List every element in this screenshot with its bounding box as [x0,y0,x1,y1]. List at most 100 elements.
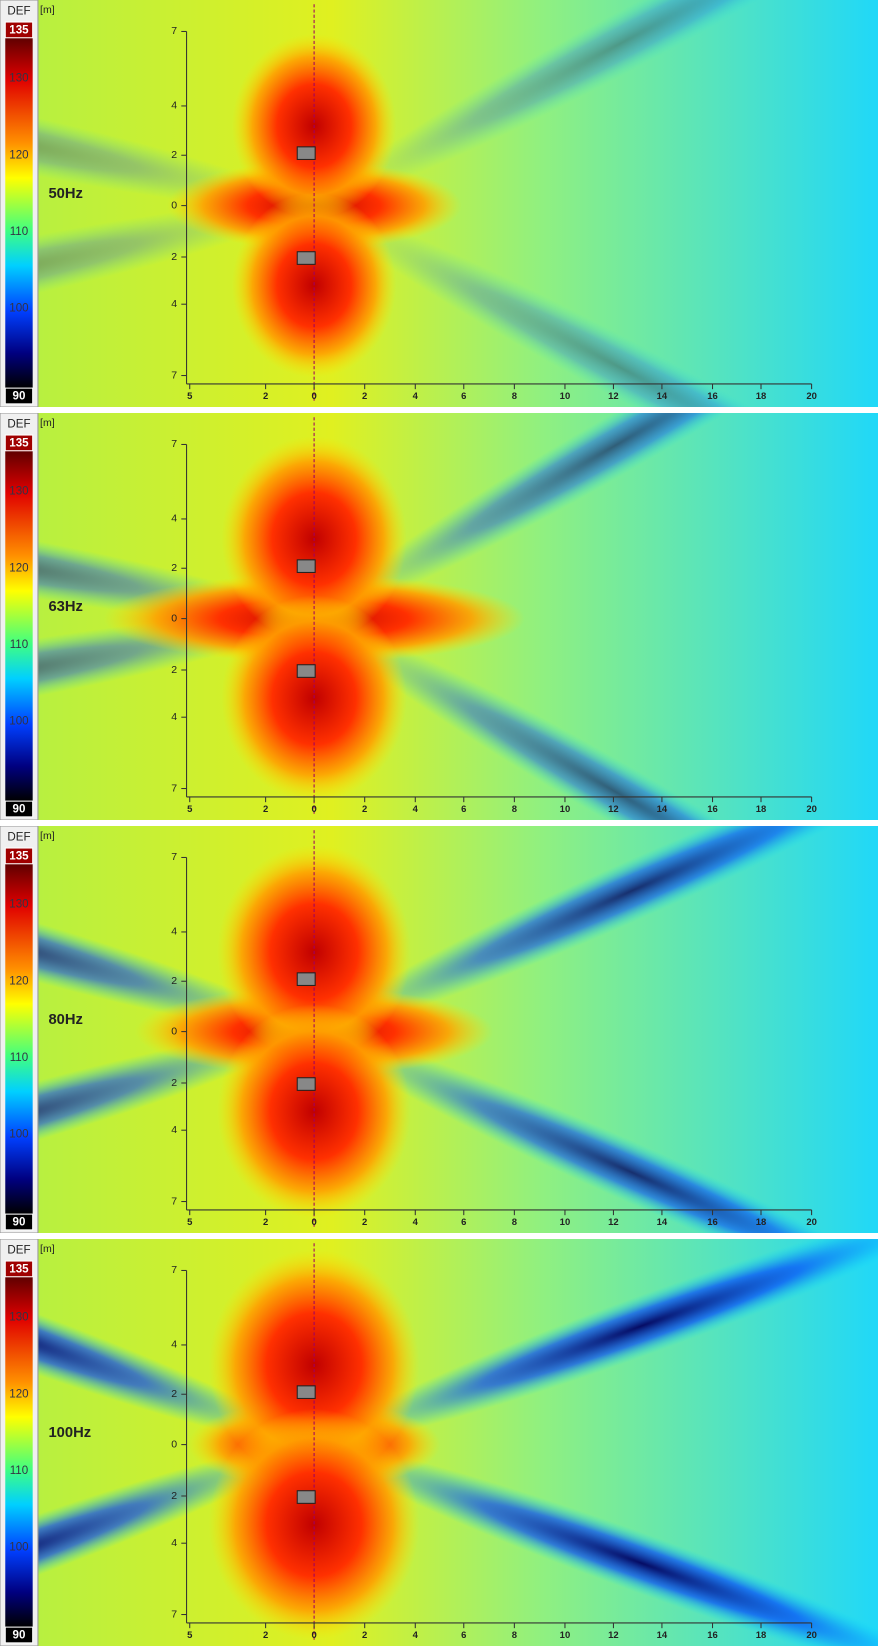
colorbar-max-box [4,847,34,865]
x-tick-label: 2 [362,391,367,402]
y-tick-label: 4 [171,1339,177,1351]
x-tick-label: 18 [756,1630,767,1641]
null-band [323,826,878,1030]
colorbar [5,863,33,1215]
x-tick-label: 20 [806,804,817,815]
x-tick-label: 16 [707,1217,718,1228]
x-tick-label: 12 [608,804,619,815]
y-tick-label: 7 [171,25,177,37]
x-tick-label: 5 [187,1217,192,1228]
x-tick-label: 8 [512,1630,517,1641]
null-band [0,839,305,1033]
y-tick-label: 2 [171,664,177,676]
x-tick-label: 10 [560,1217,571,1228]
x-tick-label: 6 [461,1630,466,1641]
null-band [323,1239,878,1445]
y-tick-label: 2 [171,1490,177,1502]
null-band [323,1033,878,1233]
colorbar-tick-label: 100 [9,302,28,314]
colorbar-max-box [4,21,34,39]
interference-bands [0,413,878,820]
colorbar-tick-label: 110 [10,226,28,238]
y-tick-label: 4 [171,100,177,112]
x-tick-label: 18 [756,391,767,402]
y-tick-label: 4 [171,926,177,938]
null-band [322,621,878,820]
y-tick-label: 0 [171,612,177,624]
x-tick-label: 16 [707,1630,718,1641]
colorbar-min-box [4,1213,34,1231]
x-tick-label: 6 [461,1217,466,1228]
x-tick-label: 10 [560,1630,571,1641]
colorbar-mode: DEF [7,419,30,431]
colorbar [5,37,33,389]
x-tick-label: 10 [560,804,571,815]
y-tick-label: 4 [171,513,177,525]
colorbar-min: 90 [13,1217,26,1229]
y-tick-label: 2 [171,1388,177,1400]
x-tick-label: 0 [311,1630,316,1641]
null-band [0,1030,305,1224]
x-tick-label: 6 [461,804,466,815]
colorbar-max: 135 [9,850,29,862]
speaker [296,1385,316,1399]
y-tick-label: 7 [171,1264,177,1276]
colorbar-mode: DEF [7,6,30,18]
colorbar-tick-label: 130 [9,486,28,498]
colorbar-tick-label: 100 [9,1541,28,1553]
colorbar-tick-label: 120 [9,1388,28,1400]
y-tick-label: 0 [171,1025,177,1037]
x-tick-label: 14 [657,391,668,402]
colorbar-min-box [4,800,34,818]
y-tick-label: 4 [171,298,177,310]
colorbar-min: 90 [13,804,26,816]
x-tick-label: 8 [512,1217,517,1228]
speaker [296,664,316,678]
interference-bands [0,0,878,407]
x-tick-label: 0 [311,804,316,815]
colorbar-tick-label: 120 [9,562,28,574]
colorbar [5,1276,33,1628]
null-band [323,0,878,203]
x-tick-label: 12 [608,1217,619,1228]
colorbar-max-box [4,434,34,452]
y-tick-label: 2 [171,562,177,574]
null-band [323,1444,878,1646]
colorbar [5,450,33,802]
interference-bands [0,826,878,1233]
colorbar-tick-label: 130 [9,73,28,85]
y-tick-label: 7 [171,782,177,794]
colorbar-tick-label: 130 [9,1312,28,1324]
y-tick-label: 2 [171,1077,177,1089]
unit-label: [m] [40,1243,55,1255]
colorbar-min-box [4,387,34,405]
y-tick-label: 7 [171,438,177,450]
null-band [0,613,304,744]
colorbar-min: 90 [13,1630,26,1642]
colorbar-max: 135 [9,1263,29,1275]
x-tick-label: 4 [413,804,419,815]
y-tick-label: 2 [171,975,177,987]
x-tick-label: 0 [311,391,316,402]
null-band [0,1444,305,1646]
speaker [296,146,316,160]
unit-label: [m] [40,830,55,842]
speaker [296,1490,316,1504]
x-tick-label: 20 [806,1630,817,1641]
null-band [322,413,878,616]
colorbar-tick-label: 130 [9,899,28,911]
x-tick-label: 14 [657,804,668,815]
x-tick-label: 4 [413,1217,419,1228]
y-tick-label: 7 [171,1608,177,1620]
x-tick-label: 4 [413,391,419,402]
x-tick-label: 12 [608,1630,619,1641]
x-tick-label: 2 [263,1217,268,1228]
frequency-label: 63Hz [48,599,82,615]
x-tick-label: 14 [657,1630,668,1641]
x-tick-label: 4 [413,1630,419,1641]
x-tick-label: 16 [707,804,718,815]
colorbar-tick-label: 100 [9,715,28,727]
